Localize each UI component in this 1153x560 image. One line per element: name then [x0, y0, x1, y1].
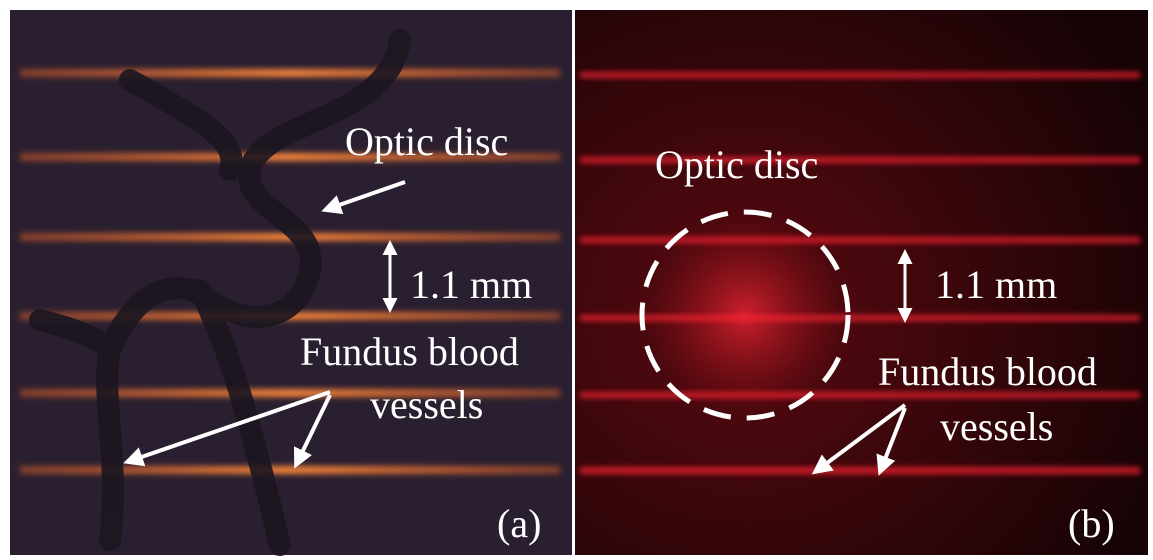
scale-label: 1.1 mm — [935, 262, 1057, 307]
vessel-label: Fundus blood — [300, 329, 519, 374]
vessel-label: Fundus blood — [878, 349, 1097, 394]
figure: Optic disc 1.1 mm Fundus blood vessels (… — [0, 0, 1153, 560]
page: Optic disc 1.1 mm Fundus blood vessels (… — [0, 0, 1153, 560]
vessel-label: vessels — [940, 404, 1053, 449]
panel-a: Optic disc 1.1 mm Fundus blood vessels (… — [10, 10, 572, 555]
optic-disc-label: Optic disc — [655, 142, 818, 187]
vessel-label: vessels — [370, 382, 483, 427]
panel-label: (a) — [497, 501, 541, 546]
panel-b: Optic disc 1.1 mm Fundus blood vessels (… — [575, 10, 1148, 555]
panel-label: (b) — [1068, 501, 1115, 546]
optic-disc-label: Optic disc — [345, 119, 508, 164]
scale-label: 1.1 mm — [410, 262, 532, 307]
